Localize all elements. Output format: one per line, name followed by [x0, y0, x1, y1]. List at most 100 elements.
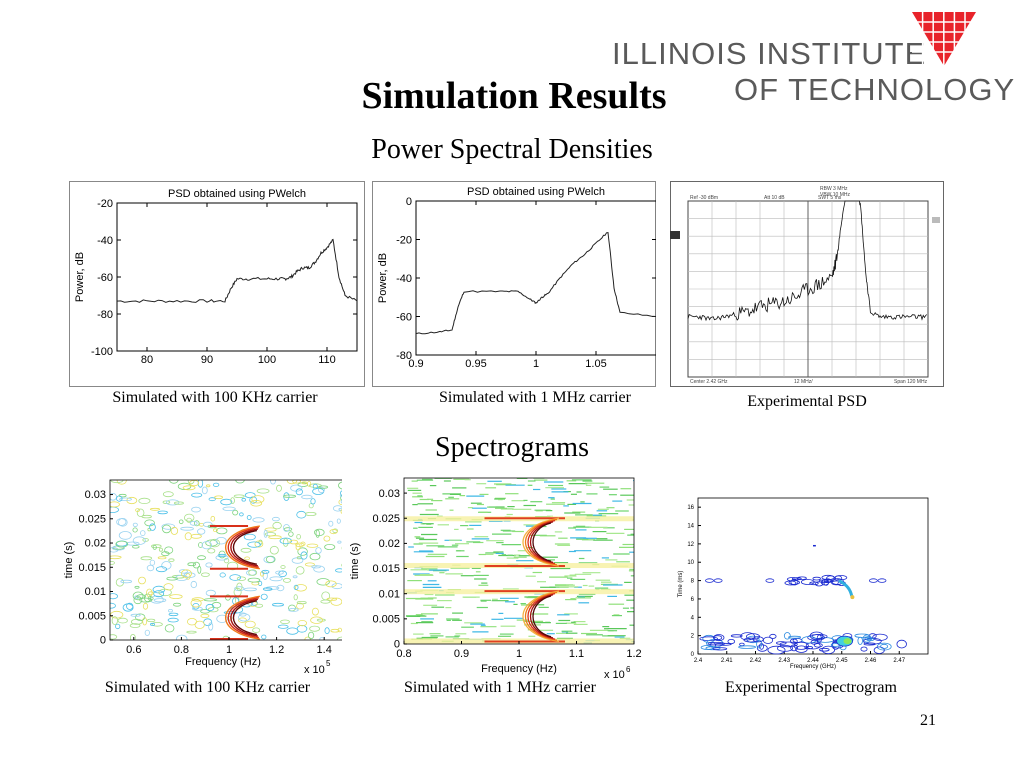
contour-blob — [136, 594, 146, 599]
contour-blob — [714, 642, 732, 646]
contour-blob — [244, 556, 250, 561]
analyzer-header-text: Ref -30 dBm — [690, 195, 718, 201]
contour-blob — [300, 551, 308, 560]
contour-blob — [310, 616, 324, 624]
contour-blob — [191, 597, 204, 602]
y-tick-label: 0.015 — [372, 563, 400, 575]
contour-blob — [332, 528, 339, 534]
psd-chart-100khz: PSD obtained using PWelch 80 90 100 110 -20 -4… — [69, 181, 365, 387]
contour-blob — [205, 603, 215, 612]
contour-blob — [746, 633, 761, 640]
x-tick-label: 1.2 — [626, 648, 641, 660]
plot-axes-box — [116, 202, 358, 352]
contour-blob — [872, 633, 888, 641]
contour-blob — [843, 638, 852, 645]
contour-blob — [251, 495, 265, 504]
y-tick-label: 0.005 — [78, 610, 106, 622]
contour-blob — [286, 627, 299, 635]
contour-blob — [236, 576, 246, 581]
contour-blob — [866, 637, 875, 642]
contour-blob — [260, 593, 268, 600]
chart-title: PSD obtained using PWelch — [168, 188, 306, 200]
contour-blob — [132, 527, 138, 533]
contour-blob — [276, 584, 285, 592]
x-tick-label: 0.8 — [396, 648, 411, 660]
contour-blob — [313, 565, 325, 573]
y-tick-label: 0 — [394, 639, 400, 651]
contour-blob — [153, 598, 167, 603]
contour-blob — [272, 521, 282, 530]
contour-blob — [247, 577, 261, 583]
y-tick-label: 12 — [687, 542, 694, 548]
contour-blob — [198, 522, 204, 527]
contour-blob — [111, 616, 118, 626]
contour-blob — [247, 541, 261, 548]
psd-series-line — [687, 200, 928, 322]
chirp-contour — [529, 521, 554, 564]
contour-blob — [141, 514, 152, 519]
contour-blob — [297, 547, 308, 556]
x-tick-label: 0.8 — [174, 644, 189, 656]
contour-blob — [152, 545, 157, 550]
contour-blob — [201, 541, 213, 550]
contour-blob — [738, 645, 756, 649]
chirp-contour — [230, 598, 258, 637]
psd-chart-1mhz: PSD obtained using PWelch 0.9 0.95 1 1.05 0 -2… — [372, 181, 656, 387]
chirp-contour — [232, 529, 257, 565]
contour-blob — [860, 646, 868, 652]
x-scale-note: x 10 — [604, 669, 625, 681]
contour-blob — [262, 587, 273, 591]
y-tick-label: 0.03 — [379, 488, 400, 500]
contour-blob — [765, 578, 775, 583]
contour-blob — [178, 569, 188, 574]
contour-blob — [769, 633, 777, 639]
chirp-contour — [527, 520, 556, 565]
contour-blob — [130, 618, 143, 625]
logo-line2: OF TECHNOLOGY — [734, 72, 1016, 107]
contour-blob — [216, 614, 228, 623]
y-tick-label: 0.03 — [85, 489, 106, 501]
contour-blob — [243, 587, 257, 592]
contour-blob — [162, 524, 172, 534]
caption-spectrogram-experimental: Experimental Spectrogram — [725, 679, 897, 696]
contour-blob — [306, 543, 319, 548]
contour-blob — [295, 488, 303, 496]
contour-blob — [269, 576, 283, 582]
contour-blob — [296, 602, 304, 610]
contour-blob — [240, 547, 252, 553]
contour-blob — [205, 484, 211, 488]
contour-blob — [293, 594, 298, 601]
contour-blob — [189, 520, 198, 526]
contour-blob — [178, 519, 184, 525]
contour-blob — [208, 622, 214, 631]
contour-blob — [310, 498, 316, 505]
contour-blob — [132, 536, 146, 545]
contour-blob — [161, 551, 170, 557]
contour-blob — [232, 509, 239, 516]
y-tick-label: 0.02 — [379, 538, 400, 550]
psd-heading: Power Spectral Densities — [371, 134, 653, 165]
contour-blob — [280, 565, 286, 569]
chart-title: PSD obtained using PWelch — [467, 186, 605, 198]
contour-blob — [304, 636, 312, 640]
contour-blob — [182, 485, 196, 491]
y-tick-label: 0.02 — [85, 538, 106, 550]
contour-blob — [275, 570, 284, 575]
contour-blob — [149, 523, 156, 531]
contour-blob — [740, 632, 755, 641]
contour-blob — [252, 627, 261, 633]
contour-blob — [328, 520, 334, 527]
logo-line1: ILLINOIS INSTITUTE — [612, 36, 927, 71]
x-tick-label: 2.43 — [778, 658, 790, 664]
contour-blob — [277, 624, 289, 629]
contour-blob — [190, 598, 202, 608]
contour-blob — [138, 497, 151, 504]
contour-blob — [279, 537, 293, 545]
y-tick-label: 4 — [691, 615, 695, 621]
x-tick-label: 110 — [318, 354, 336, 366]
contour-blob — [207, 548, 216, 554]
contour-blob — [326, 597, 338, 601]
contour-blob — [270, 480, 276, 485]
contour-blob — [110, 634, 118, 640]
contour-blob — [705, 646, 721, 651]
